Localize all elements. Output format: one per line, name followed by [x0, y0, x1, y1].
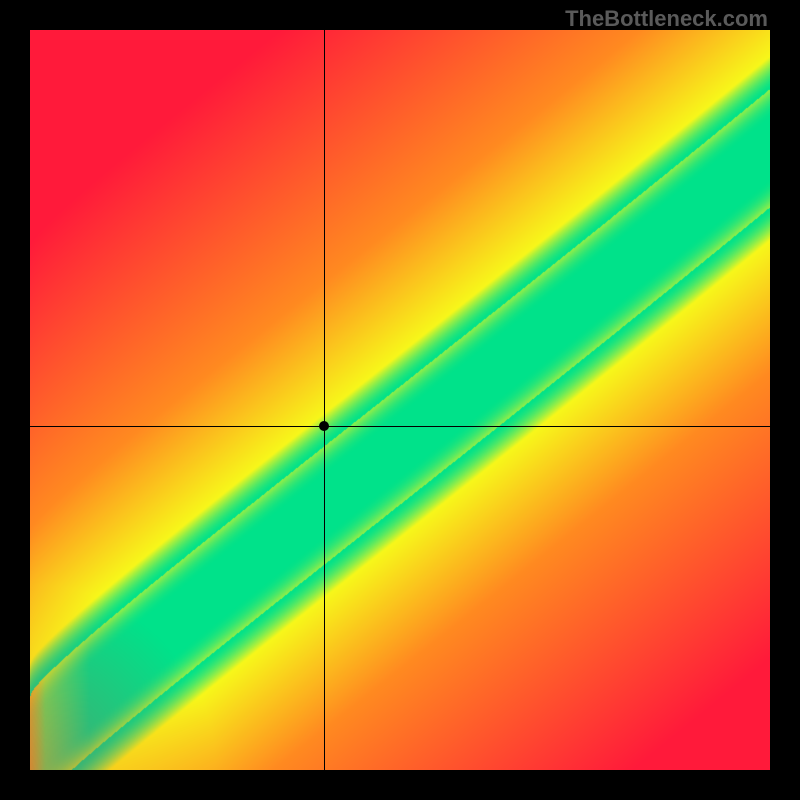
heatmap-canvas — [30, 30, 770, 770]
crosshair-vertical — [324, 30, 325, 770]
heatmap-plot — [30, 30, 770, 770]
selection-marker — [319, 421, 329, 431]
crosshair-horizontal — [30, 426, 770, 427]
watermark-text: TheBottleneck.com — [565, 6, 768, 32]
